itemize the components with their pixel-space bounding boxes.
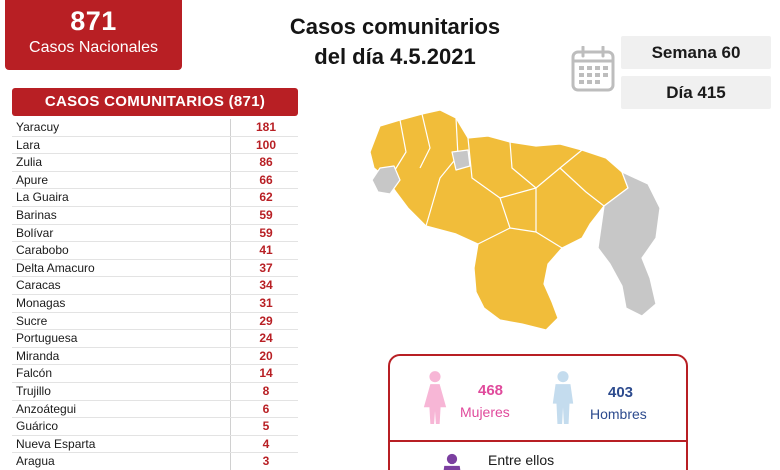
state-cases: 41 xyxy=(259,243,273,258)
women-label: Mujeres xyxy=(460,404,510,420)
table-row: Lara 100 xyxy=(12,137,298,155)
state-name: Guárico xyxy=(16,419,59,434)
state-cases: 59 xyxy=(259,225,273,240)
person-icon xyxy=(443,453,461,470)
state-name: Bolívar xyxy=(16,225,54,240)
men-count: 403 xyxy=(608,384,634,401)
state-cases: 100 xyxy=(255,137,277,152)
calendar-icon xyxy=(571,46,615,92)
women-count: 468 xyxy=(478,382,504,399)
state-name: La Guaira xyxy=(16,190,69,205)
state-name: Aragua xyxy=(16,454,55,469)
men-label: Hombres xyxy=(590,406,647,422)
state-cases: 8 xyxy=(262,383,270,398)
state-name: Yaracuy xyxy=(16,120,60,134)
national-cases-label: Casos Nacionales xyxy=(29,39,158,56)
title-line-1: Casos comunitarios xyxy=(289,14,501,39)
table-row: Monagas 31 xyxy=(12,295,298,313)
national-cases-number: 871 xyxy=(70,6,117,36)
table-row: Barinas 59 xyxy=(12,207,298,225)
state-name: Trujillo xyxy=(16,383,51,398)
table-row: Nueva Esparta 4 xyxy=(12,436,298,454)
state-name: Falcón xyxy=(16,366,53,381)
state-name: Caracas xyxy=(16,278,61,293)
state-cases: 181 xyxy=(255,120,277,134)
state-cases: 31 xyxy=(259,295,273,310)
state-name: Nueva Esparta xyxy=(16,436,96,451)
state-name: Lara xyxy=(16,137,41,152)
week-indicator: Semana 60 xyxy=(621,36,771,69)
venezuela-map xyxy=(369,109,661,331)
table-row: Portuguesa 24 xyxy=(12,330,298,348)
title-line-2: del día 4.5.2021 xyxy=(314,44,476,69)
map-unaffected-central xyxy=(451,149,471,171)
state-name: Miranda xyxy=(16,348,60,363)
day-indicator: Día 415 xyxy=(621,76,771,109)
cases-table-heading: CASOS COMUNITARIOS (871) xyxy=(12,88,298,116)
state-cases: 24 xyxy=(259,331,273,346)
state-cases: 86 xyxy=(259,155,273,170)
state-cases: 34 xyxy=(259,278,273,293)
state-name: Portuguesa xyxy=(16,331,78,346)
state-cases: 5 xyxy=(262,419,270,434)
table-row: Apure 66 xyxy=(12,172,298,190)
map-unaffected-west xyxy=(371,165,401,195)
state-cases: 3 xyxy=(262,454,270,469)
table-row: Falcón 14 xyxy=(12,365,298,383)
table-row: Zulia 86 xyxy=(12,154,298,172)
gender-divider xyxy=(390,440,686,442)
table-row: Bolívar 59 xyxy=(12,225,298,243)
state-name: Apure xyxy=(16,172,49,187)
state-name: Anzoátegui xyxy=(16,401,77,416)
state-name: Monagas xyxy=(16,295,66,310)
table-row: Miranda 20 xyxy=(12,348,298,366)
state-cases: 29 xyxy=(259,313,273,328)
table-row: Anzoátegui 6 xyxy=(12,401,298,419)
table-row: La Guaira 62 xyxy=(12,189,298,207)
state-cases: 37 xyxy=(259,260,273,275)
table-row: Guárico 5 xyxy=(12,418,298,436)
table-row: Carabobo 41 xyxy=(12,242,298,260)
man-icon xyxy=(552,371,574,424)
woman-icon xyxy=(423,371,447,424)
table-row: Sucre 29 xyxy=(12,313,298,331)
state-cases: 14 xyxy=(259,366,273,381)
among-them-label: Entre ellos xyxy=(488,452,555,468)
state-cases: 66 xyxy=(259,172,273,187)
table-row: Delta Amacuro 37 xyxy=(12,260,298,278)
state-cases: 62 xyxy=(259,190,273,205)
state-name: Zulia xyxy=(16,155,43,170)
state-cases: 6 xyxy=(262,401,270,416)
map-unaffected-east xyxy=(597,171,661,317)
national-cases-badge: 871 Casos Nacionales xyxy=(5,0,182,70)
state-cases: 4 xyxy=(262,436,270,451)
table-row: Caracas 34 xyxy=(12,277,298,295)
table-row: Trujillo 8 xyxy=(12,383,298,401)
state-name: Sucre xyxy=(16,313,48,328)
state-name: Carabobo xyxy=(16,243,69,258)
state-cases: 20 xyxy=(259,348,273,363)
map-affected-region xyxy=(369,109,629,331)
state-name: Barinas xyxy=(16,207,57,222)
page-title: Casos comunitarios del día 4.5.2021 xyxy=(250,12,540,72)
table-row: Aragua 3 xyxy=(12,453,298,470)
table-row: Yaracuy 181 xyxy=(12,119,298,137)
gender-breakdown: 468 Mujeres 403 Hombres Entre ellos xyxy=(388,354,688,470)
state-cases: 59 xyxy=(259,207,273,222)
cases-table: Yaracuy 181 Lara 100 Zulia 86 Apure 66 La Guaira… xyxy=(12,119,298,470)
state-name: Delta Amacuro xyxy=(16,260,95,275)
